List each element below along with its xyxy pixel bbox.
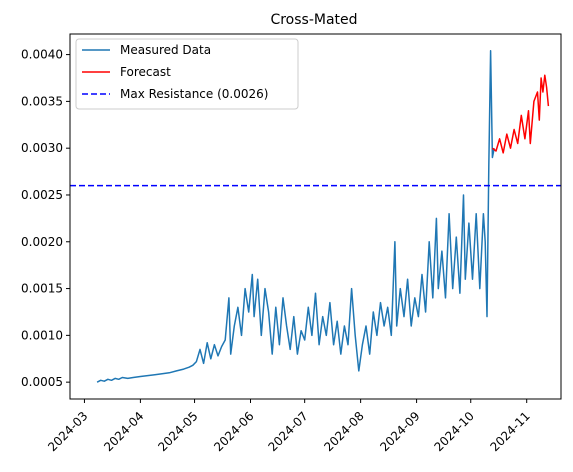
y-tick-label: 0.0030 <box>21 141 63 155</box>
chart-title: Cross-Mated <box>270 12 357 28</box>
y-tick-label: 0.0005 <box>21 375 63 389</box>
y-tick-label: 0.0035 <box>21 94 63 108</box>
legend-label: Measured Data <box>120 43 211 57</box>
legend-box <box>75 38 299 110</box>
series-line-forecast <box>491 74 550 154</box>
legend: Measured Data Forecast Max Resistance (0.0… <box>75 38 299 110</box>
y-axis: 0.0005 0.0010 0.0015 0.0020 0.0025 0.0030 0.00… <box>21 48 70 389</box>
y-tick-label: 0.0040 <box>21 48 63 62</box>
y-tick-label: 0.0020 <box>21 235 63 249</box>
legend-item-measured-data: Measured Data <box>82 43 211 57</box>
series-layer <box>70 50 561 383</box>
y-tick-label: 0.0015 <box>21 282 63 296</box>
legend-item-forecast: Forecast <box>82 65 171 79</box>
y-tick-label: 0.0025 <box>21 188 63 202</box>
plot-area <box>69 33 562 400</box>
legend-label: Max Resistance (0.0026) <box>120 87 268 101</box>
y-tick-label: 0.0010 <box>21 328 63 342</box>
legend-item-max-resistance: Max Resistance (0.0026) <box>82 87 268 101</box>
legend-label: Forecast <box>120 65 171 79</box>
series-line-measured-data <box>96 50 495 383</box>
plot-frame <box>69 33 562 400</box>
